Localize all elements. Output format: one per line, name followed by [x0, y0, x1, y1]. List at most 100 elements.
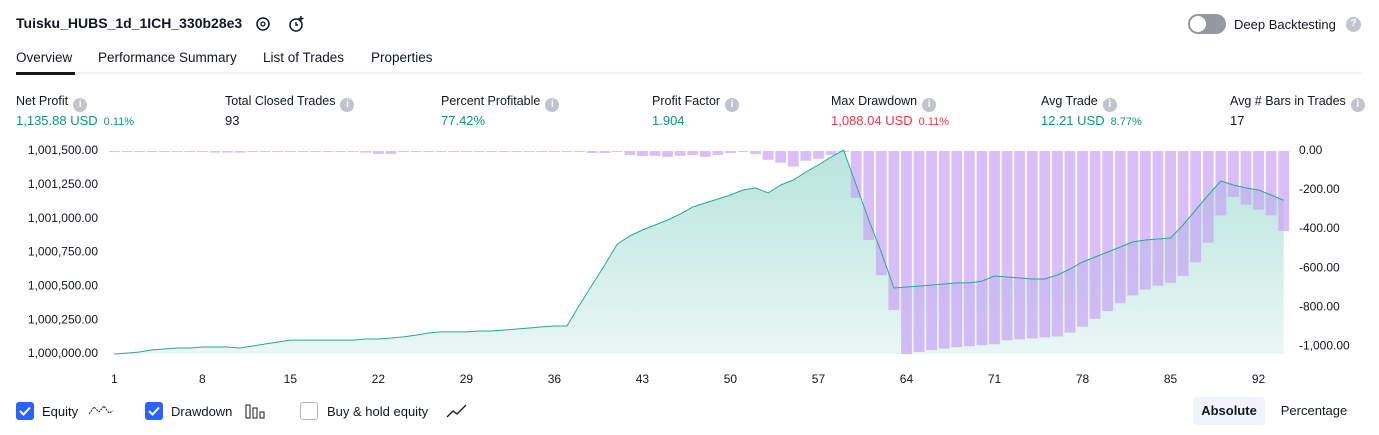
x-tick-label: 29	[460, 372, 474, 386]
metric-value-row: 1,088.04 USD 0.11%	[831, 113, 949, 128]
drawdown-bar	[1039, 151, 1051, 338]
drawdown-bar	[1177, 151, 1189, 276]
metric-label: Net Profit	[16, 94, 69, 108]
metric-value: 1,135.88 USD	[16, 113, 98, 128]
buy-hold-icon	[446, 404, 467, 418]
drawdown-bar	[611, 151, 623, 152]
drawdown-bar	[561, 151, 573, 152]
drawdown-bar	[586, 151, 598, 153]
x-tick-label: 71	[988, 372, 1002, 386]
y2-tick-label: -800.00	[1299, 299, 1340, 313]
tab[interactable]: List of Trades	[263, 50, 345, 65]
drawdown-bar	[498, 151, 510, 152]
drawdown-bar	[775, 151, 787, 163]
y-tick-label: 1,001,000.00	[28, 211, 98, 225]
drawdown-bar	[888, 151, 900, 311]
tab[interactable]: Properties	[371, 50, 433, 65]
x-tick-label: 22	[372, 372, 386, 386]
info-icon[interactable]: i	[340, 98, 355, 112]
info-icon[interactable]: i	[1350, 98, 1365, 112]
metric-value-row: 12.21 USD 8.77%	[1041, 113, 1142, 128]
drawdown-bar	[863, 151, 875, 241]
drawdown-bar	[511, 151, 523, 152]
help-icon[interactable]: ?	[1346, 17, 1361, 32]
info-icon[interactable]: i	[545, 98, 560, 112]
tab-divider	[16, 72, 1362, 74]
y-tick-label: 1,001,500.00	[28, 143, 98, 157]
metric-label: Max Drawdown	[831, 94, 918, 108]
drawdown-bar	[813, 151, 824, 159]
x-tick-label: 92	[1252, 372, 1266, 386]
buy-hold-checkbox[interactable]	[300, 402, 318, 420]
drawdown-bar	[1077, 151, 1088, 327]
y-tick-label: 1,001,250.00	[28, 177, 98, 191]
drawdown-bar	[486, 151, 497, 152]
drawdown-bar	[209, 151, 221, 153]
legend-label: Buy & hold equity	[327, 404, 429, 419]
drawdown-bar	[825, 151, 837, 155]
settings-icon[interactable]	[254, 15, 272, 33]
metric-label-row: Avg Trade i	[1041, 94, 1117, 112]
mode-button[interactable]: Percentage	[1280, 403, 1348, 418]
drawdown-bar	[1190, 151, 1202, 263]
y2-tick-label: -600.00	[1299, 260, 1340, 274]
deep-backtesting-toggle[interactable]	[1188, 14, 1226, 34]
x-tick-label: 43	[636, 372, 650, 386]
drawdown-bar	[901, 151, 912, 354]
drawdown-bar	[787, 151, 799, 167]
drawdown-bar	[926, 151, 938, 351]
metric-value-row: 17	[1230, 113, 1244, 128]
y2-tick-label: 0.00	[1299, 143, 1323, 157]
drawdown-bar	[875, 151, 887, 276]
tab[interactable]: Performance Summary	[98, 50, 237, 65]
drawdown-bar	[1278, 151, 1290, 232]
drawdown-bar	[850, 151, 862, 198]
drawdown-bar	[1001, 151, 1013, 341]
drawdown-bar	[284, 151, 296, 152]
metric-label: Percent Profitable	[441, 94, 541, 108]
metric-label-row: Percent Profitable i	[441, 94, 560, 112]
drawdown-bar	[410, 151, 422, 152]
equity-checkbox[interactable]	[16, 402, 34, 420]
info-icon[interactable]: i	[73, 98, 88, 112]
drawdown-bar	[448, 151, 460, 152]
drawdown-bar	[662, 151, 673, 157]
strategy-title: Tuisku_HUBS_1d_1ICH_330b28e3	[16, 15, 243, 31]
drawdown-bar	[196, 151, 208, 152]
drawdown-bar	[1064, 151, 1076, 333]
drawdown-bar	[159, 151, 170, 152]
drawdown-bar	[1265, 151, 1277, 216]
y-tick-label: 1,000,500.00	[28, 279, 98, 293]
info-icon[interactable]: i	[725, 98, 740, 112]
info-icon[interactable]: i	[1102, 98, 1117, 112]
metric-label-row: Net Profit i	[16, 94, 88, 112]
y2-tick-label: -400.00	[1299, 221, 1340, 235]
drawdown-bar	[134, 151, 145, 152]
y2-tick-label: -200.00	[1299, 182, 1340, 196]
drawdown-bar	[938, 151, 950, 349]
drawdown-bar	[1127, 151, 1139, 296]
drawdown-bar	[259, 151, 271, 152]
tab[interactable]: Overview	[16, 50, 73, 65]
drawdown-bar	[762, 151, 774, 160]
drawdown-bar	[699, 151, 711, 157]
mode-button[interactable]: Absolute	[1193, 397, 1265, 425]
drawdown-bar	[297, 151, 309, 152]
drawdown-bar	[624, 151, 636, 155]
add-alert-icon[interactable]	[287, 14, 307, 34]
equity-line	[114, 149, 1284, 355]
legend-label: Drawdown	[171, 404, 233, 419]
drawdown-bar	[184, 151, 196, 152]
info-icon[interactable]: i	[922, 98, 937, 112]
drawdown-bar	[460, 151, 472, 152]
x-tick-label: 15	[284, 372, 298, 386]
x-tick-label: 78	[1076, 372, 1090, 386]
drawdown-bar	[247, 151, 259, 152]
drawdown-bar	[1139, 151, 1151, 290]
y-tick-label: 1,000,250.00	[28, 312, 98, 326]
drawdown-checkbox[interactable]	[145, 402, 163, 420]
x-tick-label: 1	[111, 372, 118, 386]
drawdown-bar	[548, 151, 560, 152]
drawdown-bar	[385, 151, 397, 154]
drawdown-bar	[963, 151, 975, 347]
